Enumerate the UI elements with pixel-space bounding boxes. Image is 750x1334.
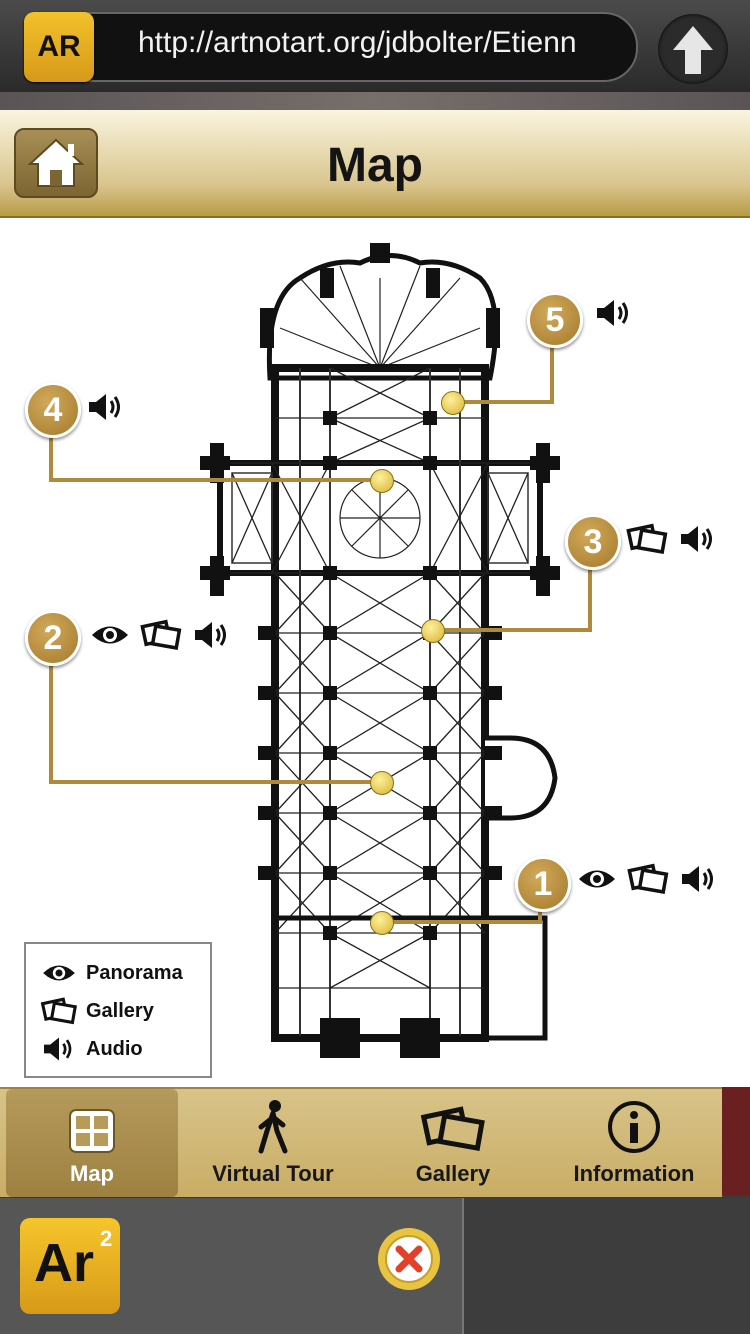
legend-audio: Audio (40, 1032, 143, 1066)
tab-gallery[interactable]: Gallery (365, 1089, 541, 1197)
page-strip (0, 92, 750, 110)
tab-information-label: Information (573, 1161, 695, 1186)
tab-bar: Map Virtual Tour Gallery Information (0, 1087, 722, 1197)
legend-gallery-label: Gallery (86, 999, 154, 1022)
walking-person-icon (258, 1100, 288, 1154)
marker-5[interactable]: 5 (527, 292, 583, 348)
marker-3-icons (626, 522, 718, 556)
eye-icon (43, 965, 75, 981)
legend-panorama-label: Panorama (86, 961, 183, 984)
up-button[interactable] (658, 14, 728, 84)
gallery-icon[interactable] (140, 618, 182, 652)
audio-icon[interactable] (192, 618, 232, 652)
eye-icon[interactable] (90, 618, 130, 652)
marker-4[interactable]: 4 (25, 382, 81, 438)
tab-map[interactable]: Map (6, 1089, 178, 1197)
legend-gallery: Gallery (40, 994, 154, 1028)
tab-map-label: Map (70, 1161, 114, 1186)
legend-panorama: Panorama (40, 956, 183, 990)
tab-information[interactable]: Information (546, 1089, 722, 1197)
map-icon (69, 1109, 115, 1153)
marker-4-icons (86, 390, 126, 424)
gallery-icon[interactable] (626, 522, 668, 556)
close-button[interactable] (378, 1228, 440, 1290)
gallery-icon (420, 1106, 485, 1151)
marker-2[interactable]: 2 (25, 610, 81, 666)
marker-1-icons (577, 862, 719, 896)
ar2-logo-text: Ar (34, 1233, 95, 1293)
tab-virtual-tour-label: Virtual Tour (212, 1161, 334, 1186)
legend: Panorama Gallery Audio (24, 942, 212, 1078)
ar-logo[interactable]: AR (24, 12, 94, 82)
audio-icon[interactable] (86, 390, 126, 424)
close-icon (385, 1235, 433, 1283)
cathedral-floor-plan (49, 243, 592, 1058)
ar2-app-logo[interactable]: Ar 2 (20, 1218, 120, 1314)
url-field[interactable] (24, 12, 638, 82)
app-switcher: Ar 2 (0, 1198, 750, 1334)
tab-bar-endcap (722, 1087, 750, 1195)
tab-virtual-tour[interactable]: Virtual Tour (185, 1089, 361, 1197)
audio-icon (44, 1037, 72, 1061)
hotspot-2[interactable] (370, 771, 394, 795)
hotspot-3[interactable] (421, 619, 445, 643)
home-icon (27, 138, 85, 187)
tab-gallery-label: Gallery (415, 1161, 491, 1186)
gallery-icon (40, 997, 78, 1025)
info-icon (608, 1101, 660, 1153)
marker-2-icons (90, 618, 232, 652)
hotspot-1[interactable] (370, 911, 394, 935)
marker-1[interactable]: 1 (515, 856, 571, 912)
marker-3[interactable]: 3 (565, 514, 621, 570)
marker-5-icons (594, 296, 634, 330)
audio-icon[interactable] (594, 296, 634, 330)
hotspot-4[interactable] (370, 469, 394, 493)
url-text[interactable]: http://artnotart.org/jdbolter/Etienn (138, 26, 577, 59)
hotspot-5[interactable] (441, 391, 465, 415)
app-card[interactable]: Ar 2 (0, 1198, 464, 1334)
legend-audio-label: Audio (86, 1037, 143, 1060)
gallery-icon[interactable] (627, 862, 669, 896)
eye-icon[interactable] (577, 862, 617, 896)
page-title: Map (327, 139, 423, 192)
audio-icon[interactable] (679, 862, 719, 896)
home-button[interactable] (14, 128, 98, 198)
browser-bar: AR http://artnotart.org/jdbolter/Etienn (0, 0, 750, 92)
app-header: Map (0, 110, 750, 218)
ar2-logo-sup: 2 (100, 1226, 113, 1251)
audio-icon[interactable] (678, 522, 718, 556)
up-arrow-icon (673, 26, 713, 74)
